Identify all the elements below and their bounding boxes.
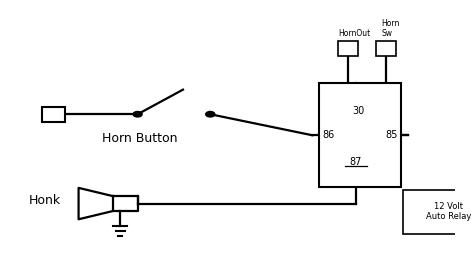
Text: 85: 85 (385, 130, 397, 140)
Circle shape (133, 112, 142, 117)
Bar (403, 190, 474, 233)
Bar (376, 41, 396, 56)
Text: 87: 87 (350, 156, 362, 167)
Text: 30: 30 (352, 106, 365, 116)
Text: 86: 86 (323, 130, 335, 140)
Bar (337, 41, 358, 56)
Bar (42, 107, 65, 122)
Text: Honk: Honk (28, 194, 61, 207)
Text: 12 Volt
Auto Relay: 12 Volt Auto Relay (426, 202, 471, 221)
Bar (319, 83, 401, 187)
Text: HornOut: HornOut (339, 29, 371, 38)
Text: Horn
Sw: Horn Sw (382, 19, 400, 38)
Text: Horn Button: Horn Button (102, 131, 178, 145)
Circle shape (206, 112, 215, 117)
